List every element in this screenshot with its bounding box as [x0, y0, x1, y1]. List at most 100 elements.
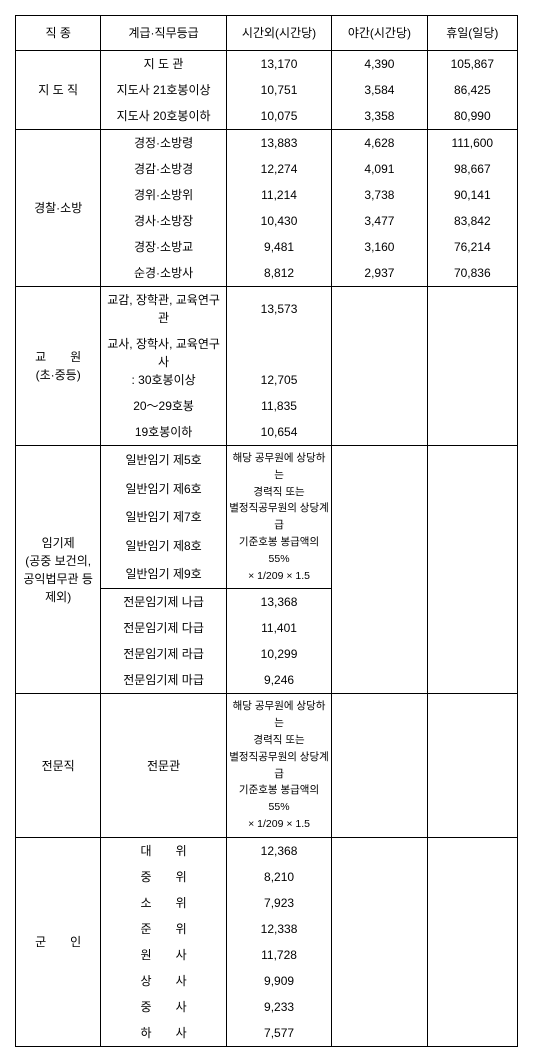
cell	[427, 446, 517, 694]
cell: 11,401	[226, 615, 331, 641]
cell: 일반임기 제5호	[101, 446, 227, 475]
cell: 일반임기 제9호	[101, 560, 227, 589]
cell: 3,738	[332, 182, 427, 208]
hdr-rank: 계급·직무등급	[101, 16, 227, 51]
cell: 전문직	[16, 694, 101, 837]
cell: 3,358	[332, 103, 427, 130]
cell: 준 위	[101, 916, 227, 942]
cell: 10,299	[226, 641, 331, 667]
group-label: 임기제(공중 보건의,공익법무관 등제외)	[16, 446, 101, 694]
formula-cell: 해당 공무원에 상당하는경력직 또는별정직공무원의 상당계급기준호봉 봉급액의5…	[226, 694, 331, 837]
cell: 경사·소방장	[101, 208, 227, 234]
cell: 20～29호봉	[101, 393, 227, 419]
cell: 12,338	[226, 916, 331, 942]
cell: 2,937	[332, 260, 427, 287]
cell	[427, 837, 517, 1046]
cell: 10,751	[226, 77, 331, 103]
cell: 전문임기제 나급	[101, 589, 227, 616]
cell	[332, 287, 427, 446]
cell: 4,390	[332, 51, 427, 78]
cell: 8,812	[226, 260, 331, 287]
cell: 7,923	[226, 890, 331, 916]
cell: 12,274	[226, 156, 331, 182]
cell: 소 위	[101, 890, 227, 916]
table-row: 지 도 직지 도 관13,1704,390105,867	[16, 51, 518, 78]
cell: 86,425	[427, 77, 517, 103]
cell: 경정·소방령	[101, 130, 227, 157]
cell: 경위·소방위	[101, 182, 227, 208]
cell: 76,214	[427, 234, 517, 260]
cell: 11,835	[226, 393, 331, 419]
cell: 105,867	[427, 51, 517, 78]
hdr-holiday: 휴일(일당)	[427, 16, 517, 51]
cell: 지도사 20호봉이하	[101, 103, 227, 130]
group-label: 교 원(초·중등)	[16, 287, 101, 446]
cell: 10,430	[226, 208, 331, 234]
cell: 80,990	[427, 103, 517, 130]
cell	[332, 694, 427, 837]
cell: 13,368	[226, 589, 331, 616]
hdr-night: 야간(시간당)	[332, 16, 427, 51]
group-label: 지 도 직	[16, 51, 101, 130]
cell: 9,246	[226, 667, 331, 694]
cell: 원 사	[101, 942, 227, 968]
cell: 일반임기 제6호	[101, 475, 227, 503]
cell: 10,654	[226, 419, 331, 446]
cell: 지 도 관	[101, 51, 227, 78]
cell: 3,477	[332, 208, 427, 234]
table-row: 전문직전문관해당 공무원에 상당하는경력직 또는별정직공무원의 상당계급기준호봉…	[16, 694, 518, 837]
cell: 교감, 장학관, 교육연구관	[101, 287, 227, 332]
cell: 지도사 21호봉이상	[101, 77, 227, 103]
cell: 7,577	[226, 1020, 331, 1047]
cell: 4,628	[332, 130, 427, 157]
cell: 11,214	[226, 182, 331, 208]
cell: 순경·소방사	[101, 260, 227, 287]
cell: 교사, 장학사, 교육연구사: 30호봉이상	[101, 331, 227, 393]
cell: 12,368	[226, 837, 331, 864]
cell	[332, 446, 427, 694]
cell: 경장·소방교	[101, 234, 227, 260]
cell: 4,091	[332, 156, 427, 182]
cell	[332, 837, 427, 1046]
cell: 전문임기제 다급	[101, 615, 227, 641]
cell: 3,160	[332, 234, 427, 260]
cell: 상 사	[101, 968, 227, 994]
cell: 일반임기 제8호	[101, 531, 227, 559]
cell	[427, 694, 517, 837]
cell: 13,883	[226, 130, 331, 157]
cell: 11,728	[226, 942, 331, 968]
cell: 19호봉이하	[101, 419, 227, 446]
cell: 9,909	[226, 968, 331, 994]
cell: 90,141	[427, 182, 517, 208]
table-row: 군 인대 위12,368	[16, 837, 518, 864]
formula-cell: 해당 공무원에 상당하는경력직 또는별정직공무원의 상당계급기준호봉 봉급액의5…	[226, 446, 331, 589]
cell: 98,667	[427, 156, 517, 182]
cell: 12,705	[226, 331, 331, 393]
cell: 9,233	[226, 994, 331, 1020]
cell: 중 사	[101, 994, 227, 1020]
cell: 전문임기제 마급	[101, 667, 227, 694]
hdr-job: 직 종	[16, 16, 101, 51]
group-label: 경찰·소방	[16, 130, 101, 287]
cell	[427, 287, 517, 446]
table-row: 임기제(공중 보건의,공익법무관 등제외)일반임기 제5호해당 공무원에 상당하…	[16, 446, 518, 475]
salary-table: 직 종 계급·직무등급 시간외(시간당) 야간(시간당) 휴일(일당) 지 도 …	[15, 15, 518, 1047]
table-row: 교 원(초·중등)교감, 장학관, 교육연구관13,573	[16, 287, 518, 332]
cell: 중 위	[101, 864, 227, 890]
cell: 8,210	[226, 864, 331, 890]
cell: 9,481	[226, 234, 331, 260]
cell: 대 위	[101, 837, 227, 864]
cell: 13,573	[226, 287, 331, 332]
cell: 전문관	[101, 694, 227, 837]
cell: 13,170	[226, 51, 331, 78]
cell: 일반임기 제7호	[101, 503, 227, 531]
group-label: 군 인	[16, 837, 101, 1046]
header-row: 직 종 계급·직무등급 시간외(시간당) 야간(시간당) 휴일(일당)	[16, 16, 518, 51]
cell: 하 사	[101, 1020, 227, 1047]
table-row: 경찰·소방경정·소방령13,8834,628111,600	[16, 130, 518, 157]
cell: 111,600	[427, 130, 517, 157]
cell: 경감·소방경	[101, 156, 227, 182]
cell: 10,075	[226, 103, 331, 130]
cell: 전문임기제 라급	[101, 641, 227, 667]
hdr-overtime: 시간외(시간당)	[226, 16, 331, 51]
